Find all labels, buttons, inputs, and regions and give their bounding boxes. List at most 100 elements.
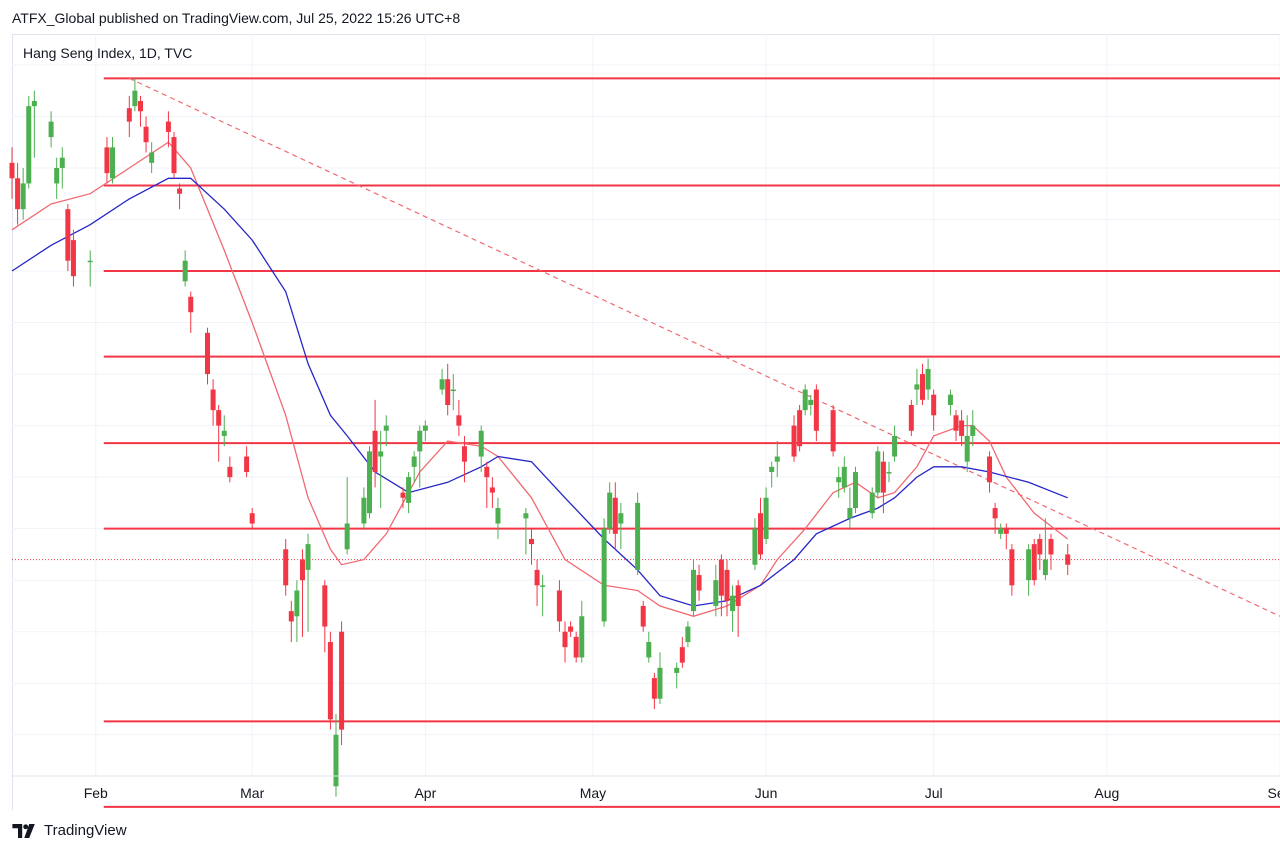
candle xyxy=(456,399,462,436)
candle-body xyxy=(808,399,814,405)
candle xyxy=(288,600,294,643)
candle xyxy=(774,441,780,478)
candle-body xyxy=(998,528,1004,534)
candle-body xyxy=(763,497,769,539)
candle-body xyxy=(461,446,467,462)
candle xyxy=(87,250,93,287)
candle xyxy=(344,477,350,555)
candle-body xyxy=(182,260,188,282)
candle xyxy=(579,600,585,663)
candle-body xyxy=(540,585,546,587)
candle-body xyxy=(149,152,155,163)
candle xyxy=(718,554,724,617)
candle-body xyxy=(830,410,836,452)
candle xyxy=(171,131,177,179)
candle-body xyxy=(299,559,305,581)
candle-body xyxy=(110,147,116,179)
candle xyxy=(959,410,965,447)
candle xyxy=(540,575,546,617)
candle xyxy=(875,446,881,498)
candle xyxy=(15,162,21,225)
candle xyxy=(406,471,412,514)
candle-body xyxy=(601,528,607,622)
candle xyxy=(528,528,534,565)
candle-body xyxy=(635,502,641,570)
candle-body xyxy=(556,590,562,622)
x-tick-label: May xyxy=(580,785,606,801)
candle-body xyxy=(188,296,194,313)
candle xyxy=(556,580,562,632)
candle xyxy=(724,559,730,617)
candle xyxy=(182,250,188,287)
candle-body xyxy=(802,389,808,411)
candle xyxy=(70,229,76,287)
candle xyxy=(847,487,853,529)
candle xyxy=(1009,544,1015,596)
candle-body xyxy=(769,466,775,472)
candle-body xyxy=(65,209,71,261)
x-tick-label: Aug xyxy=(1094,785,1119,801)
candle-body xyxy=(869,492,875,514)
candle-body xyxy=(914,384,920,390)
candle-body xyxy=(327,642,333,720)
candle-body xyxy=(383,425,389,431)
candle-body xyxy=(249,513,255,524)
candle-body xyxy=(573,636,579,658)
candle xyxy=(1026,544,1032,596)
tradingview-brand[interactable]: TradingView xyxy=(12,822,127,839)
candle xyxy=(461,435,467,483)
candle xyxy=(299,549,305,637)
ma-fast-line xyxy=(11,141,1069,617)
candle-body xyxy=(210,389,216,411)
trendline[interactable] xyxy=(129,77,1280,617)
candle-body xyxy=(774,456,780,462)
candle xyxy=(445,363,451,416)
candle-body xyxy=(718,559,724,596)
candle xyxy=(886,461,892,483)
candle-body xyxy=(1037,538,1043,555)
candle xyxy=(651,672,657,710)
candle-body xyxy=(813,389,819,431)
candle xyxy=(361,487,367,529)
candle-body xyxy=(579,616,585,658)
candle xyxy=(54,157,60,199)
candle-body xyxy=(959,420,965,436)
trendline-layer xyxy=(129,77,1280,617)
candle-body xyxy=(305,544,311,570)
candle-body xyxy=(456,415,462,426)
candle xyxy=(869,487,875,519)
candle-body xyxy=(344,523,350,550)
candle-body xyxy=(696,575,702,591)
candle xyxy=(679,636,685,668)
candle xyxy=(110,137,116,184)
candle-body xyxy=(361,497,367,524)
candle xyxy=(1048,533,1054,570)
candle-body xyxy=(1009,549,1015,586)
candle xyxy=(149,142,155,174)
candle xyxy=(964,415,970,472)
candle-body xyxy=(892,435,898,457)
candle xyxy=(333,714,339,797)
candle-body xyxy=(987,456,993,483)
candle xyxy=(1037,533,1043,570)
candle-body xyxy=(70,240,76,277)
candle xyxy=(132,78,138,112)
chart-pane[interactable] xyxy=(12,34,1280,810)
candle-body xyxy=(333,734,339,787)
candle xyxy=(830,405,836,457)
candle-body xyxy=(920,374,926,400)
candles xyxy=(9,78,1071,797)
candle xyxy=(640,600,646,632)
candle-body xyxy=(165,121,171,132)
candle xyxy=(573,631,579,663)
candle-body xyxy=(836,477,842,483)
candle xyxy=(439,368,445,395)
candle xyxy=(763,487,769,545)
candle-body xyxy=(758,513,764,555)
candle xyxy=(685,621,691,648)
candle-body xyxy=(372,430,378,472)
candle xyxy=(177,183,183,210)
candle-body xyxy=(26,106,32,184)
candle xyxy=(484,461,490,509)
